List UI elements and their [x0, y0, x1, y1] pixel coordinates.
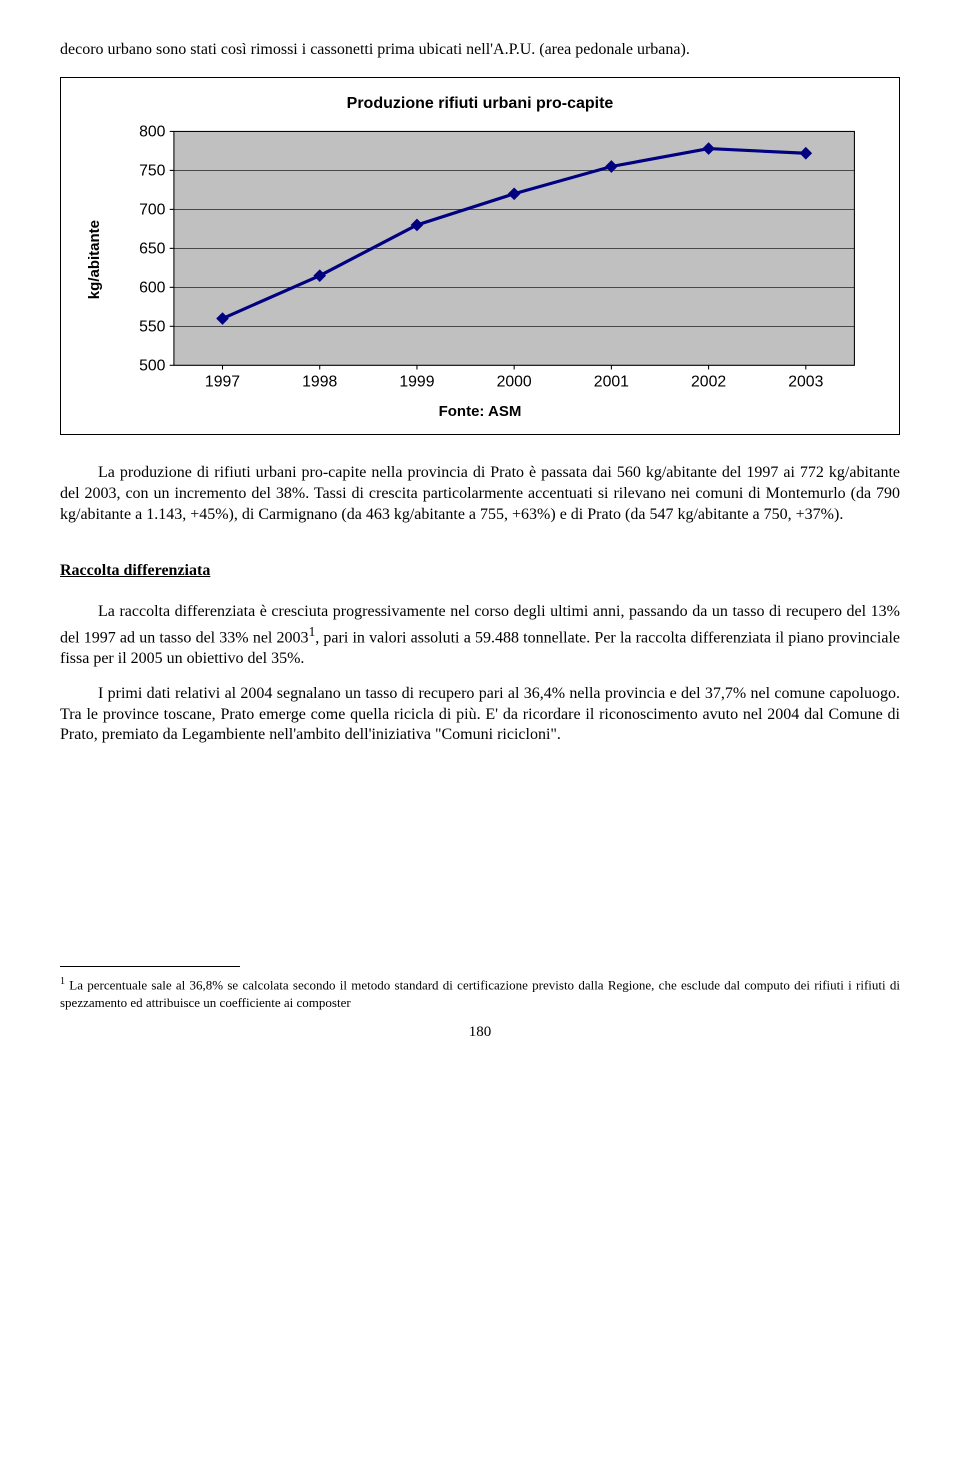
chart-ylabel: kg/abitante	[85, 220, 105, 299]
chart-title: Produzione rifiuti urbani pro-capite	[85, 94, 875, 115]
svg-text:1999: 1999	[399, 373, 434, 390]
svg-text:700: 700	[139, 201, 166, 218]
paragraph-raccolta-1: La raccolta differenziata è cresciuta pr…	[60, 602, 900, 670]
svg-text:750: 750	[139, 162, 166, 179]
chart-container: Produzione rifiuti urbani pro-capite kg/…	[60, 77, 900, 435]
section-heading-raccolta: Raccolta differenziata	[60, 561, 900, 582]
svg-text:1998: 1998	[302, 373, 337, 390]
chart-source: Fonte: ASM	[85, 402, 875, 422]
svg-text:2002: 2002	[691, 373, 726, 390]
svg-text:1997: 1997	[204, 373, 239, 390]
svg-text:500: 500	[139, 357, 166, 374]
chart-plot: 500 550 600 650 700 750 800 1997 1998 1999 2000 200…	[117, 123, 876, 397]
footnote-separator	[60, 966, 240, 967]
paragraph-intro: decoro urbano sono stati così rimossi i …	[60, 40, 900, 61]
footnote-text: 1 La percentuale sale al 36,8% se calcol…	[60, 975, 900, 1011]
svg-text:2000: 2000	[496, 373, 531, 390]
paragraph-production: La produzione di rifiuti urbani pro-capi…	[60, 463, 900, 525]
page-number: 180	[60, 1023, 900, 1043]
paragraph-raccolta-2: I primi dati relativi al 2004 segnalano …	[60, 684, 900, 746]
svg-text:800: 800	[139, 123, 166, 140]
footnote-body: La percentuale sale al 36,8% se calcolat…	[60, 978, 900, 1010]
svg-text:650: 650	[139, 240, 166, 257]
svg-text:2003: 2003	[788, 373, 823, 390]
svg-text:2001: 2001	[593, 373, 628, 390]
svg-text:600: 600	[139, 279, 166, 296]
svg-text:550: 550	[139, 318, 166, 335]
